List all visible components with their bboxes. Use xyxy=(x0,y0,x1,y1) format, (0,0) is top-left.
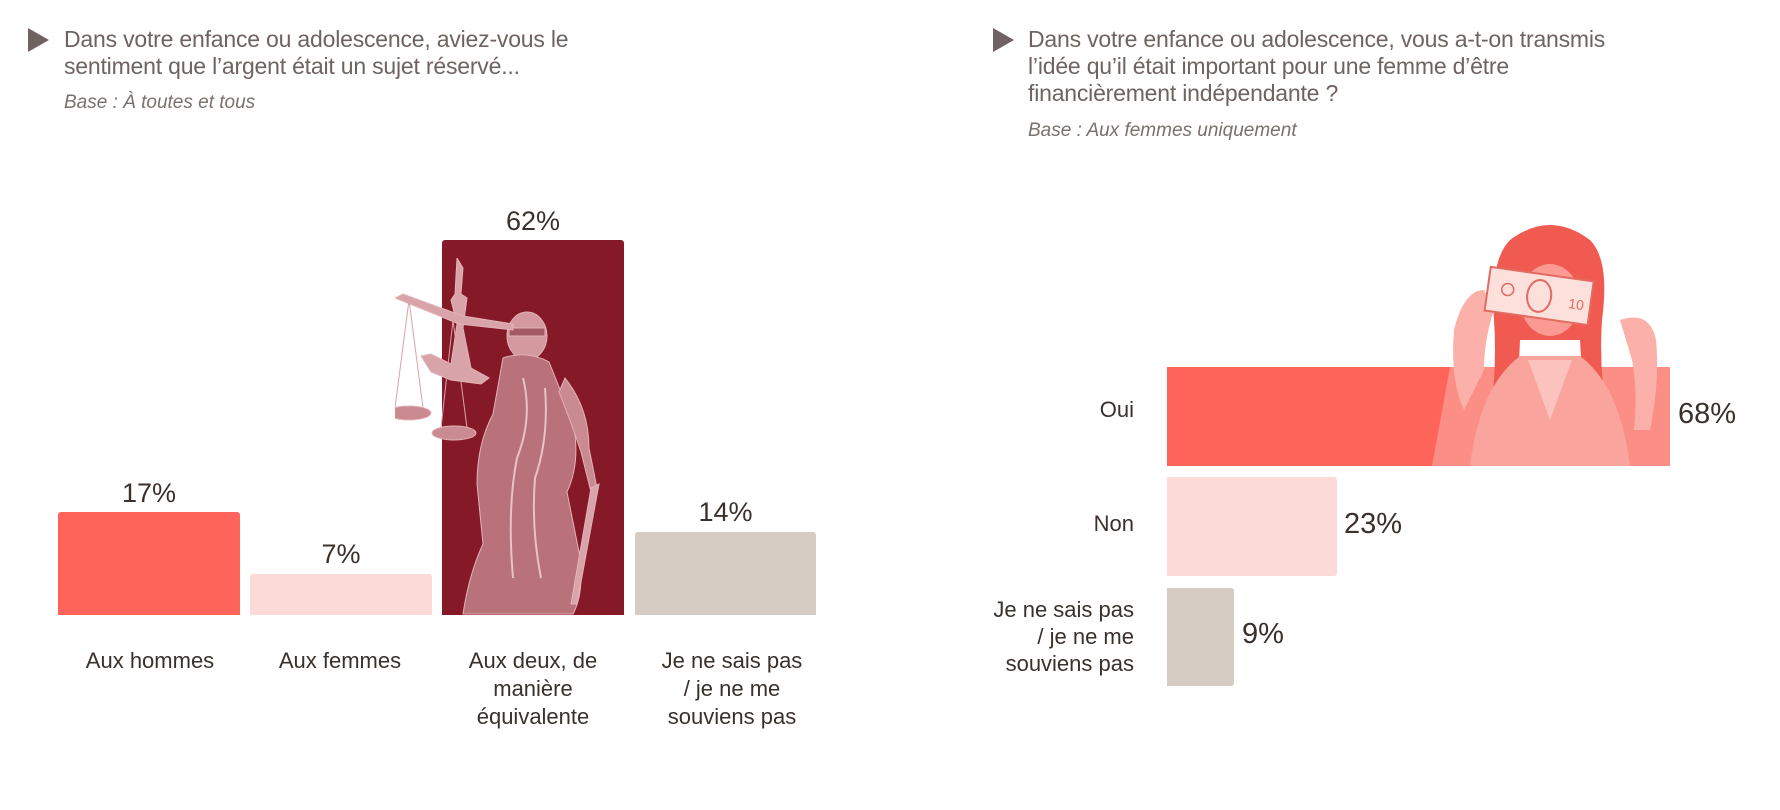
right-title-line-1: Dans votre enfance ou adolescence, vous … xyxy=(1028,26,1606,52)
play-triangle-icon xyxy=(28,28,49,52)
bar-value-hommes: 17% xyxy=(121,478,177,508)
bar-hommes xyxy=(58,512,240,615)
y-label-oui: Oui xyxy=(960,396,1134,423)
bar-jnsp xyxy=(635,532,816,615)
lady-justice-statue-image xyxy=(395,258,600,615)
x-label-jnsp: Je ne sais pas / je ne me souviens pas xyxy=(632,647,832,731)
left-title-line-2: sentiment que l’argent était un sujet ré… xyxy=(64,53,520,79)
hbar-value-non: 23% xyxy=(1344,508,1403,540)
x-label-line: équivalente xyxy=(476,704,590,729)
right-title-line-3: financièrement indépendante ? xyxy=(1028,80,1339,106)
hbar-value-oui: 68% xyxy=(1678,398,1737,430)
bar-value-deux: 62% xyxy=(505,206,561,236)
x-label-line: Je ne sais pas xyxy=(661,648,803,673)
hbar-value-jnsp: 9% xyxy=(1242,618,1284,650)
x-label-line: Aux deux, de xyxy=(468,648,598,673)
x-label-line: Aux femmes xyxy=(278,648,402,673)
bar-value-jnsp: 14% xyxy=(698,497,753,527)
y-label-line: Oui xyxy=(1099,397,1134,422)
y-label-line: Je ne sais pas xyxy=(993,597,1134,622)
hbar-non xyxy=(1167,477,1337,576)
x-label-line: souviens pas xyxy=(667,704,797,729)
y-label-line: Non xyxy=(1093,511,1134,536)
left-title-line-1: Dans votre enfance ou adolescence, aviez… xyxy=(64,26,569,52)
x-label-femmes: Aux femmes xyxy=(240,647,440,675)
x-label-hommes: Aux hommes xyxy=(50,647,250,675)
y-label-jnsp: Je ne sais pas / je ne me souviens pas xyxy=(940,596,1134,677)
right-chart-title: Dans votre enfance ou adolescence, vous … xyxy=(1028,26,1605,107)
left-chart-title: Dans votre enfance ou adolescence, aviez… xyxy=(64,26,569,80)
woman-holding-banknote-image: 10 xyxy=(1432,225,1670,466)
y-label-non: Non xyxy=(960,510,1134,537)
bar-value-femmes: 7% xyxy=(321,539,361,569)
bar-femmes xyxy=(250,574,432,615)
play-triangle-icon xyxy=(993,28,1014,52)
right-chart-base: Base : Aux femmes uniquement xyxy=(1028,120,1297,141)
left-chart-base: Base : À toutes et tous xyxy=(64,92,256,113)
x-label-line: / je ne me xyxy=(683,676,781,701)
x-label-line: Aux hommes xyxy=(85,648,215,673)
right-title-line-2: l’idée qu’il était important pour une fe… xyxy=(1028,53,1509,79)
y-label-line: souviens pas xyxy=(1005,651,1134,676)
svg-text:10: 10 xyxy=(1567,295,1585,313)
y-label-line: / je ne me xyxy=(1037,624,1134,649)
x-label-line: manière xyxy=(493,676,573,701)
x-label-deux: Aux deux, de manière équivalente xyxy=(433,647,633,731)
hbar-jnsp xyxy=(1167,588,1234,686)
